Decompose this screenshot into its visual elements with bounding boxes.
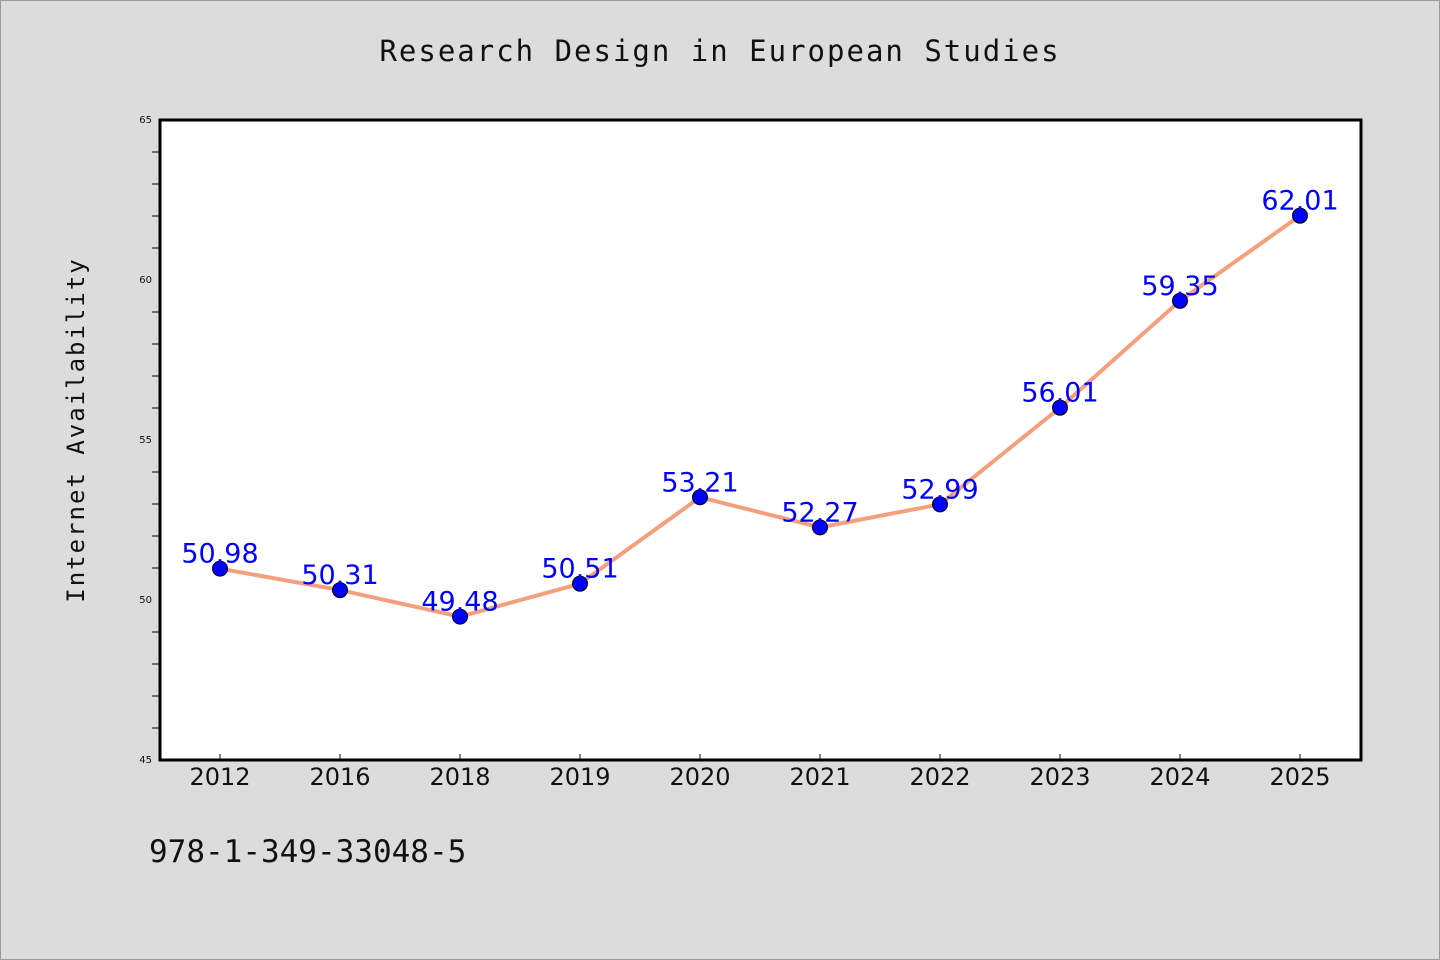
y-tick-label: 65 — [139, 115, 152, 126]
data-label: 62.01 — [1261, 186, 1338, 217]
data-label: 50.51 — [541, 554, 618, 585]
isbn-text: 978-1-349-33048-5 — [149, 834, 467, 870]
series-line — [218, 213, 1302, 619]
data-point — [1052, 399, 1068, 416]
x-tick-label: 2024 — [1149, 763, 1210, 791]
data-point — [1292, 207, 1308, 224]
data-point — [932, 496, 948, 513]
x-tick-label: 2020 — [669, 763, 730, 791]
data-point — [812, 519, 828, 536]
data-label: 49.48 — [421, 587, 498, 618]
data-label: 50.31 — [301, 560, 378, 591]
x-tick-label: 2021 — [789, 763, 850, 791]
x-tick-label: 2025 — [1269, 763, 1330, 791]
plot-area — [160, 120, 1361, 760]
data-label: 50.98 — [181, 539, 258, 570]
x-tick-label: 2016 — [309, 763, 370, 791]
data-point — [452, 608, 468, 625]
y-tick-label: 45 — [139, 755, 152, 766]
y-tick-label: 60 — [139, 275, 152, 286]
y-tick-label: 55 — [139, 435, 152, 446]
data-point — [332, 582, 348, 599]
data-point — [692, 489, 708, 506]
data-label: 56.01 — [1021, 378, 1098, 409]
data-point — [212, 560, 228, 577]
data-point — [1172, 292, 1188, 309]
data-point — [572, 575, 588, 592]
x-tick-label: 2023 — [1029, 763, 1090, 791]
plot-border — [158, 118, 1363, 762]
y-axis-label: Internet Availability — [62, 257, 90, 602]
data-label: 53.21 — [661, 467, 738, 498]
data-label: 52.99 — [901, 474, 978, 505]
data-label: 59.35 — [1141, 271, 1218, 302]
x-tick-label: 2012 — [189, 763, 250, 791]
x-tick-label: 2018 — [429, 763, 490, 791]
data-label: 52.27 — [781, 497, 858, 528]
x-tick-label: 2022 — [909, 763, 970, 791]
y-tick-label: 50 — [139, 595, 152, 606]
chart-title: Research Design in European Studies — [379, 34, 1061, 68]
x-tick-label: 2019 — [549, 763, 610, 791]
